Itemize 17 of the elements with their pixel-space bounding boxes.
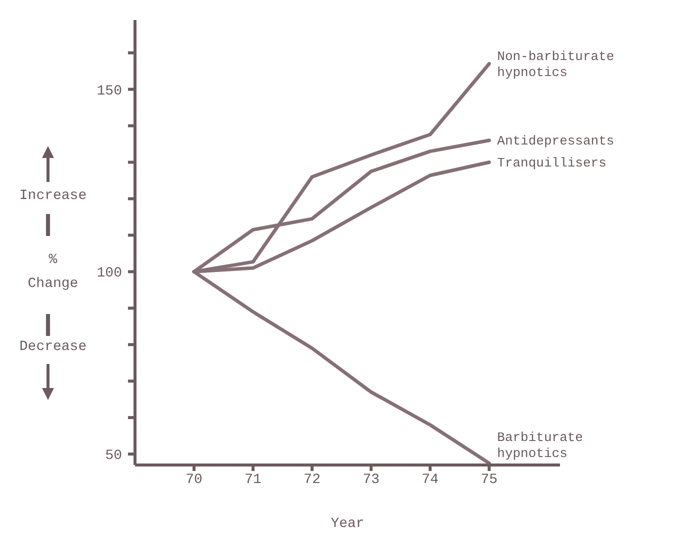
y-tick-label: 100 [96, 266, 122, 282]
series-label: Tranquillisers [497, 155, 606, 170]
y-tick-label: 50 [105, 448, 122, 464]
text: Increase [18, 187, 88, 206]
series-label: Barbiturate hypnotics [497, 430, 583, 461]
text: Decrease [18, 338, 88, 357]
y-axis-title: % Change [26, 251, 80, 294]
x-tick-label: 75 [480, 472, 498, 488]
x-axis-title: Year [330, 516, 364, 532]
series-label: Non-barbiturate hypnotics [497, 48, 614, 80]
x-tick-label: 71 [244, 472, 262, 488]
series-label: Antidepressants [497, 133, 614, 148]
x-tick-label: 72 [304, 472, 320, 488]
y-tick-label: 150 [96, 83, 122, 100]
x-tick-label: 70 [186, 472, 202, 488]
x-tick-label: 74 [422, 472, 439, 488]
x-tick-label: 73 [362, 472, 380, 488]
